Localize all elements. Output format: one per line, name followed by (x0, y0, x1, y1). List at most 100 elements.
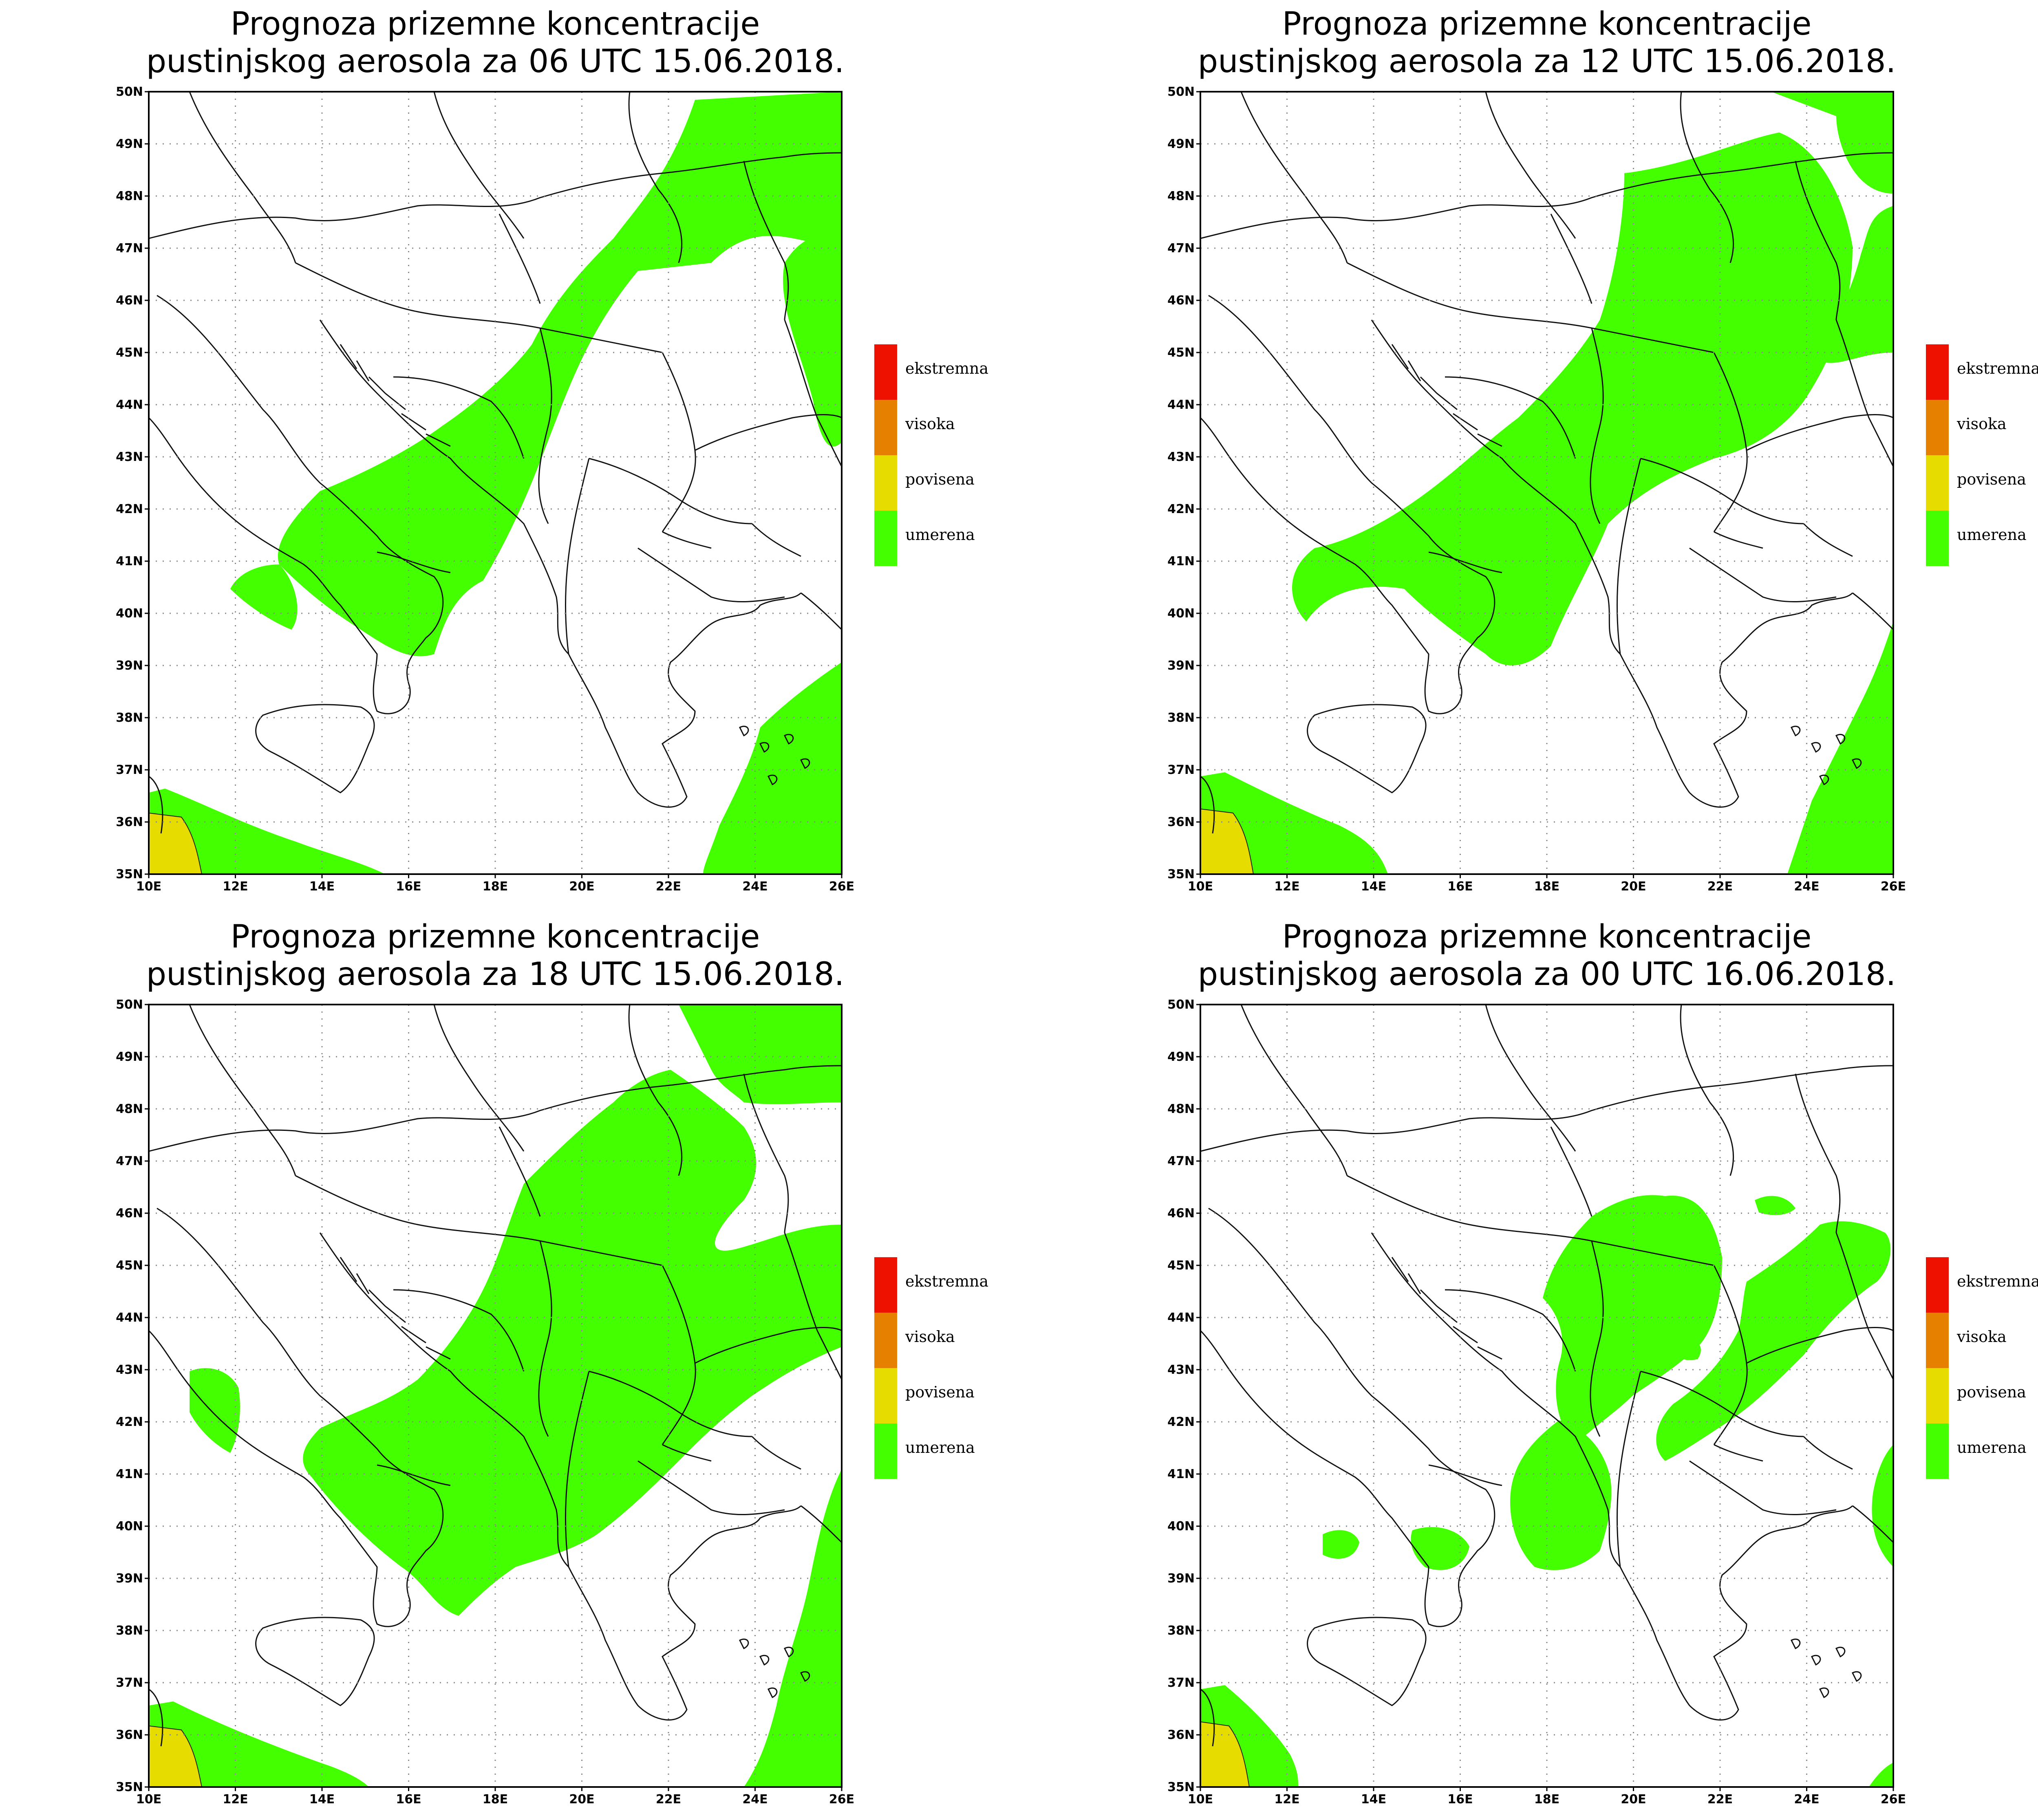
lat-tick-label: 38N (1167, 1624, 1195, 1638)
lat-tick-label: 40N (1167, 606, 1195, 621)
lon-tick-label: 10E (136, 879, 161, 894)
legend-label-ekstremna: ekstremna (905, 1272, 988, 1290)
map-area (149, 92, 842, 874)
lat-tick-label: 44N (116, 398, 143, 412)
lat-tick-label: 42N (1167, 502, 1195, 516)
lon-tick-label: 24E (742, 1792, 768, 1807)
lon-tick-label: 18E (483, 879, 508, 894)
lon-tick-label: 12E (223, 1792, 248, 1807)
legend-label-visoka: visoka (1956, 1328, 2007, 1346)
legend: ekstremna visoka povisena umerena (874, 344, 988, 566)
map-area (149, 1005, 842, 1787)
lat-tick-label: 43N (116, 1363, 143, 1377)
lat-tick-label: 49N (1167, 1050, 1195, 1064)
lat-tick-label: 46N (116, 293, 143, 308)
lat-tick-label: 46N (1167, 293, 1195, 308)
lat-tick-label: 44N (1167, 398, 1195, 412)
lat-tick-label: 46N (116, 1206, 143, 1221)
lat-tick-label: 47N (116, 241, 143, 256)
lon-tick-label: 20E (1621, 879, 1646, 894)
lon-tick-label: 14E (1361, 1792, 1386, 1807)
lat-tick-label: 36N (116, 815, 143, 829)
dust-umerena-area (1869, 1763, 1893, 1787)
lon-tick-label: 10E (1188, 1792, 1213, 1807)
dust-umerena-area (703, 353, 842, 874)
lat-tick-label: 38N (1167, 711, 1195, 725)
lon-tick-label: 16E (1447, 1792, 1473, 1807)
lon-tick-label: 20E (569, 879, 594, 894)
lat-tick-label: 47N (1167, 241, 1195, 256)
dust-umerena-area (1411, 1527, 1469, 1570)
panel-title-line1: Prognoza prizemne koncentracije (1282, 6, 1812, 42)
lon-tick-label: 14E (309, 879, 335, 894)
lat-tick-label: 42N (1167, 1415, 1195, 1429)
lon-tick-label: 18E (1534, 1792, 1559, 1807)
legend-swatch-ekstremna (1926, 1257, 1949, 1313)
lat-tick-label: 46N (1167, 1206, 1195, 1221)
legend-swatch-povisena (1926, 1368, 1949, 1423)
lon-tick-label: 12E (223, 879, 248, 894)
lat-tick-label: 42N (116, 502, 143, 516)
lat-tick-label: 39N (116, 1571, 143, 1586)
forecast-panel: Prognoza prizemne koncentracijepustinjsk… (1167, 919, 2038, 1807)
lat-tick-label: 49N (116, 1050, 143, 1064)
lat-tick-label: 38N (116, 1624, 143, 1638)
legend-swatch-umerena (874, 1423, 897, 1479)
lat-tick-label: 49N (116, 137, 143, 151)
lon-tick-label: 12E (1274, 1792, 1299, 1807)
lon-tick-label: 24E (1794, 1792, 1819, 1807)
lat-tick-label: 50N (116, 998, 143, 1012)
legend-label-povisena: povisena (1957, 1383, 2026, 1401)
lat-tick-label: 41N (1167, 1467, 1195, 1481)
lat-tick-label: 50N (1167, 85, 1195, 99)
lat-tick-label: 35N (116, 867, 143, 881)
legend-swatch-visoka (874, 1313, 897, 1368)
dust-umerena-area (149, 789, 385, 874)
legend-swatch-umerena (874, 511, 897, 566)
lat-tick-label: 43N (1167, 1363, 1195, 1377)
legend-swatch-visoka (1926, 1313, 1949, 1368)
lon-tick-label: 16E (1447, 879, 1473, 894)
lon-tick-label: 10E (1188, 879, 1213, 894)
lon-tick-label: 20E (1621, 1792, 1646, 1807)
legend-label-visoka: visoka (905, 415, 955, 433)
dust-umerena-area (149, 1701, 369, 1787)
lat-tick-label: 48N (1167, 1102, 1195, 1116)
lon-tick-label: 26E (829, 1792, 854, 1807)
lat-tick-label: 42N (116, 1415, 143, 1429)
lat-tick-label: 48N (1167, 189, 1195, 203)
lat-tick-label: 50N (116, 85, 143, 99)
lat-tick-label: 45N (116, 1258, 143, 1273)
map-area (1200, 1005, 1893, 1787)
lat-tick-label: 40N (1167, 1519, 1195, 1534)
lat-tick-label: 43N (1167, 450, 1195, 464)
dust-umerena-area (1323, 1530, 1359, 1559)
lat-tick-label: 37N (116, 763, 143, 777)
lat-tick-label: 36N (1167, 1728, 1195, 1742)
lon-tick-label: 26E (829, 879, 854, 894)
lat-tick-label: 41N (116, 554, 143, 568)
legend-label-umerena: umerena (905, 1439, 975, 1456)
lat-tick-label: 48N (116, 1102, 143, 1116)
lat-tick-label: 41N (1167, 554, 1195, 568)
legend-label-ekstremna: ekstremna (905, 359, 988, 377)
lon-tick-label: 22E (656, 879, 681, 894)
lon-tick-label: 18E (483, 1792, 508, 1807)
lon-tick-label: 18E (1534, 879, 1559, 894)
dust-umerena-area (1292, 132, 1853, 665)
panel-title-line2: pustinjskog aerosola za 12 UTC 15.06.201… (1198, 43, 1896, 80)
lat-tick-label: 37N (116, 1676, 143, 1690)
lon-tick-label: 20E (569, 1792, 594, 1807)
legend-label-povisena: povisena (905, 1383, 975, 1401)
lat-tick-label: 45N (116, 346, 143, 360)
forecast-panel: Prognoza prizemne koncentracijepustinjsk… (1167, 6, 2038, 894)
lat-tick-label: 45N (1167, 346, 1195, 360)
legend-label-povisena: povisena (905, 470, 975, 488)
lat-tick-label: 35N (116, 1780, 143, 1794)
legend: ekstremna visoka povisena umerena (874, 1257, 988, 1479)
legend: ekstremna visoka povisena umerena (1926, 1257, 2038, 1479)
legend-swatch-ekstremna (874, 344, 897, 400)
legend-swatch-ekstremna (874, 1257, 897, 1313)
lon-tick-label: 26E (1881, 879, 1906, 894)
